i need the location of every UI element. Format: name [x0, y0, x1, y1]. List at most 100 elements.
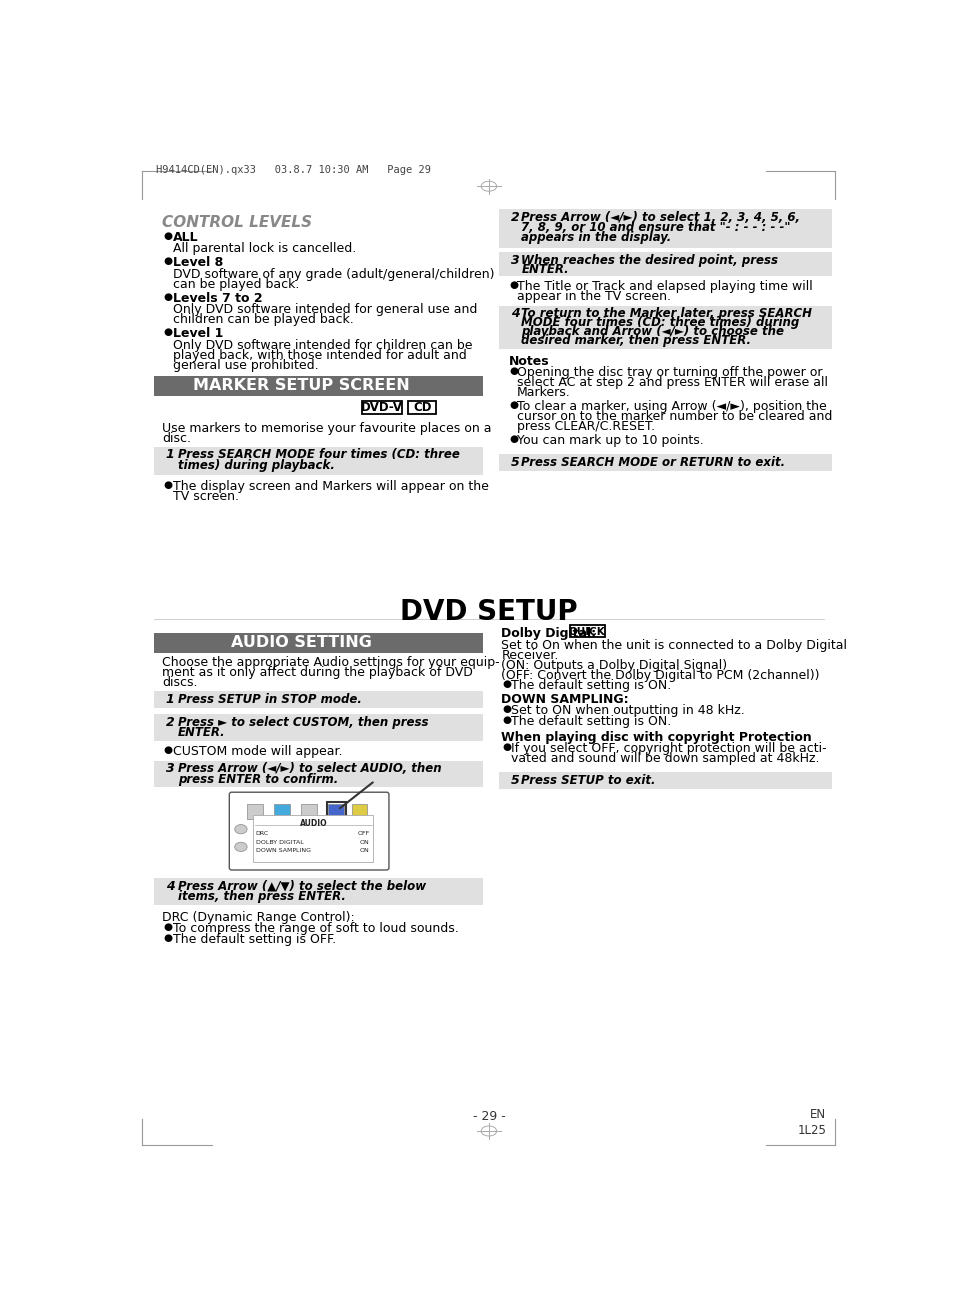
- Text: TV screen.: TV screen.: [172, 489, 238, 502]
- Text: 4: 4: [510, 307, 518, 319]
- Text: 5: 5: [510, 774, 518, 787]
- Text: DOWN SAMPLING: DOWN SAMPLING: [255, 849, 311, 853]
- Text: (ON: Outputs a Dolby Digital Signal): (ON: Outputs a Dolby Digital Signal): [500, 659, 727, 672]
- Text: appear in the TV screen.: appear in the TV screen.: [517, 290, 670, 303]
- Bar: [154, 692, 483, 708]
- Text: select AC at step 2 and press ENTER will erase all: select AC at step 2 and press ENTER will…: [517, 377, 827, 390]
- Text: desired marker, then press ENTER.: desired marker, then press ENTER.: [521, 335, 751, 348]
- Bar: [498, 209, 831, 247]
- Text: 3: 3: [166, 761, 174, 774]
- Text: ●: ●: [502, 742, 512, 752]
- Text: Opening the disc tray or turning off the power or: Opening the disc tray or turning off the…: [517, 366, 821, 379]
- Text: ment as it only affect during the playback of DVD: ment as it only affect during the playba…: [162, 666, 473, 679]
- Text: ●: ●: [509, 434, 517, 445]
- Bar: [328, 803, 344, 819]
- Text: When playing disc with copyright Protection: When playing disc with copyright Protect…: [500, 731, 811, 744]
- Text: ●: ●: [163, 933, 172, 943]
- Text: Levels 7 to 2: Levels 7 to 2: [172, 292, 262, 305]
- Text: disc.: disc.: [162, 432, 191, 445]
- Text: Notes: Notes: [509, 354, 549, 368]
- Text: ●: ●: [509, 280, 517, 290]
- Text: 2: 2: [166, 715, 174, 729]
- Bar: [154, 714, 483, 740]
- Bar: [352, 803, 367, 819]
- Text: 7, 8, 9, or 10 and ensure that "- : - - : - -": 7, 8, 9, or 10 and ensure that "- : - - …: [521, 221, 790, 234]
- Bar: [327, 802, 345, 820]
- Text: CONTROL LEVELS: CONTROL LEVELS: [162, 216, 312, 230]
- Bar: [301, 803, 316, 819]
- Text: ●: ●: [163, 922, 172, 933]
- Bar: [498, 454, 831, 471]
- Text: Markers.: Markers.: [517, 386, 570, 399]
- Text: Press ► to select CUSTOM, then press: Press ► to select CUSTOM, then press: [178, 715, 428, 729]
- Text: cursor on to the marker number to be cleared and: cursor on to the marker number to be cle…: [517, 411, 831, 424]
- Text: Only DVD software intended for general use and: Only DVD software intended for general u…: [172, 303, 476, 317]
- Text: Choose the appropriate Audio settings for your equip-: Choose the appropriate Audio settings fo…: [162, 655, 499, 668]
- Text: Press SETUP to exit.: Press SETUP to exit.: [521, 774, 656, 787]
- Text: DOWN SAMPLING:: DOWN SAMPLING:: [500, 693, 628, 706]
- Text: Press Arrow (▲/▼) to select the below: Press Arrow (▲/▼) to select the below: [178, 880, 426, 892]
- Text: DRC: DRC: [255, 832, 269, 837]
- Text: Set to ON when outputting in 48 kHz.: Set to ON when outputting in 48 kHz.: [510, 705, 743, 717]
- Text: ENTER.: ENTER.: [178, 726, 226, 739]
- Text: ●: ●: [163, 232, 172, 241]
- Text: DOLBY DIGITAL: DOLBY DIGITAL: [255, 840, 303, 845]
- Text: ON: ON: [359, 849, 369, 853]
- Text: Press SEARCH MODE or RETURN to exit.: Press SEARCH MODE or RETURN to exit.: [521, 456, 784, 470]
- Text: - 29 -: - 29 -: [472, 1110, 505, 1124]
- Text: The default setting is OFF.: The default setting is OFF.: [172, 933, 335, 946]
- Text: 5: 5: [510, 456, 518, 470]
- Text: ALL: ALL: [172, 232, 198, 243]
- Text: ●: ●: [502, 679, 512, 689]
- Text: DRC (Dynamic Range Control):: DRC (Dynamic Range Control):: [162, 910, 355, 923]
- Text: Press SETUP in STOP mode.: Press SETUP in STOP mode.: [178, 693, 361, 706]
- Text: The default setting is ON.: The default setting is ON.: [510, 715, 670, 729]
- Text: played back, with those intended for adult and: played back, with those intended for adu…: [172, 349, 466, 362]
- Text: DVD software of any grade (adult/general/children): DVD software of any grade (adult/general…: [172, 268, 494, 281]
- Text: 1: 1: [166, 449, 174, 462]
- Text: AUDIO SETTING: AUDIO SETTING: [231, 636, 372, 650]
- Bar: [154, 633, 483, 653]
- Text: EN
1L25: EN 1L25: [797, 1108, 825, 1137]
- Text: To compress the range of soft to loud sounds.: To compress the range of soft to loud so…: [172, 922, 458, 935]
- Text: 1: 1: [166, 693, 174, 706]
- Bar: [408, 402, 436, 415]
- Text: discs.: discs.: [162, 676, 197, 689]
- Bar: [154, 375, 483, 395]
- Text: ●: ●: [163, 327, 172, 337]
- Ellipse shape: [234, 824, 247, 833]
- Text: ●: ●: [163, 256, 172, 267]
- Bar: [154, 879, 483, 905]
- Text: ●: ●: [502, 705, 512, 714]
- Text: general use prohibited.: general use prohibited.: [172, 358, 318, 371]
- Text: QUICK: QUICK: [568, 627, 605, 636]
- Text: To return to the Marker later, press SEARCH: To return to the Marker later, press SEA…: [521, 307, 812, 319]
- Text: appears in the display.: appears in the display.: [521, 230, 671, 243]
- Text: playback and Arrow (◄/►) to choose the: playback and Arrow (◄/►) to choose the: [521, 326, 783, 339]
- Bar: [274, 803, 290, 819]
- Text: DVD SETUP: DVD SETUP: [399, 598, 578, 627]
- Text: H9414CD(EN).qx33   03.8.7 10:30 AM   Page 29: H9414CD(EN).qx33 03.8.7 10:30 AM Page 29: [156, 165, 431, 175]
- Text: ON: ON: [359, 840, 369, 845]
- Bar: [247, 803, 262, 819]
- Bar: [154, 447, 483, 475]
- Text: If you select OFF, copyright protection will be acti-: If you select OFF, copyright protection …: [510, 742, 825, 755]
- FancyBboxPatch shape: [229, 793, 389, 870]
- Bar: [498, 772, 831, 789]
- Text: Press SEARCH MODE four times (CD: three: Press SEARCH MODE four times (CD: three: [178, 449, 459, 462]
- Text: children can be played back.: children can be played back.: [172, 314, 354, 326]
- Bar: [498, 252, 831, 276]
- Text: AUDIO: AUDIO: [299, 819, 327, 828]
- Text: (OFF: Convert the Dolby Digital to PCM (2channel)): (OFF: Convert the Dolby Digital to PCM (…: [500, 668, 819, 681]
- Text: You can mark up to 10 points.: You can mark up to 10 points.: [517, 434, 702, 447]
- Text: All parental lock is cancelled.: All parental lock is cancelled.: [172, 242, 355, 255]
- Text: press ENTER to confirm.: press ENTER to confirm.: [178, 773, 338, 786]
- Text: Receiver.: Receiver.: [500, 649, 558, 662]
- Text: To clear a marker, using Arrow (◄/►), position the: To clear a marker, using Arrow (◄/►), po…: [517, 400, 825, 413]
- Text: Use markers to memorise your favourite places on a: Use markers to memorise your favourite p…: [162, 422, 491, 434]
- Text: DVD-V: DVD-V: [360, 402, 402, 415]
- Text: CD: CD: [413, 402, 431, 415]
- Text: When reaches the desired point, press: When reaches the desired point, press: [521, 254, 778, 267]
- Bar: [154, 761, 483, 787]
- Text: The default setting is ON.: The default setting is ON.: [510, 679, 670, 692]
